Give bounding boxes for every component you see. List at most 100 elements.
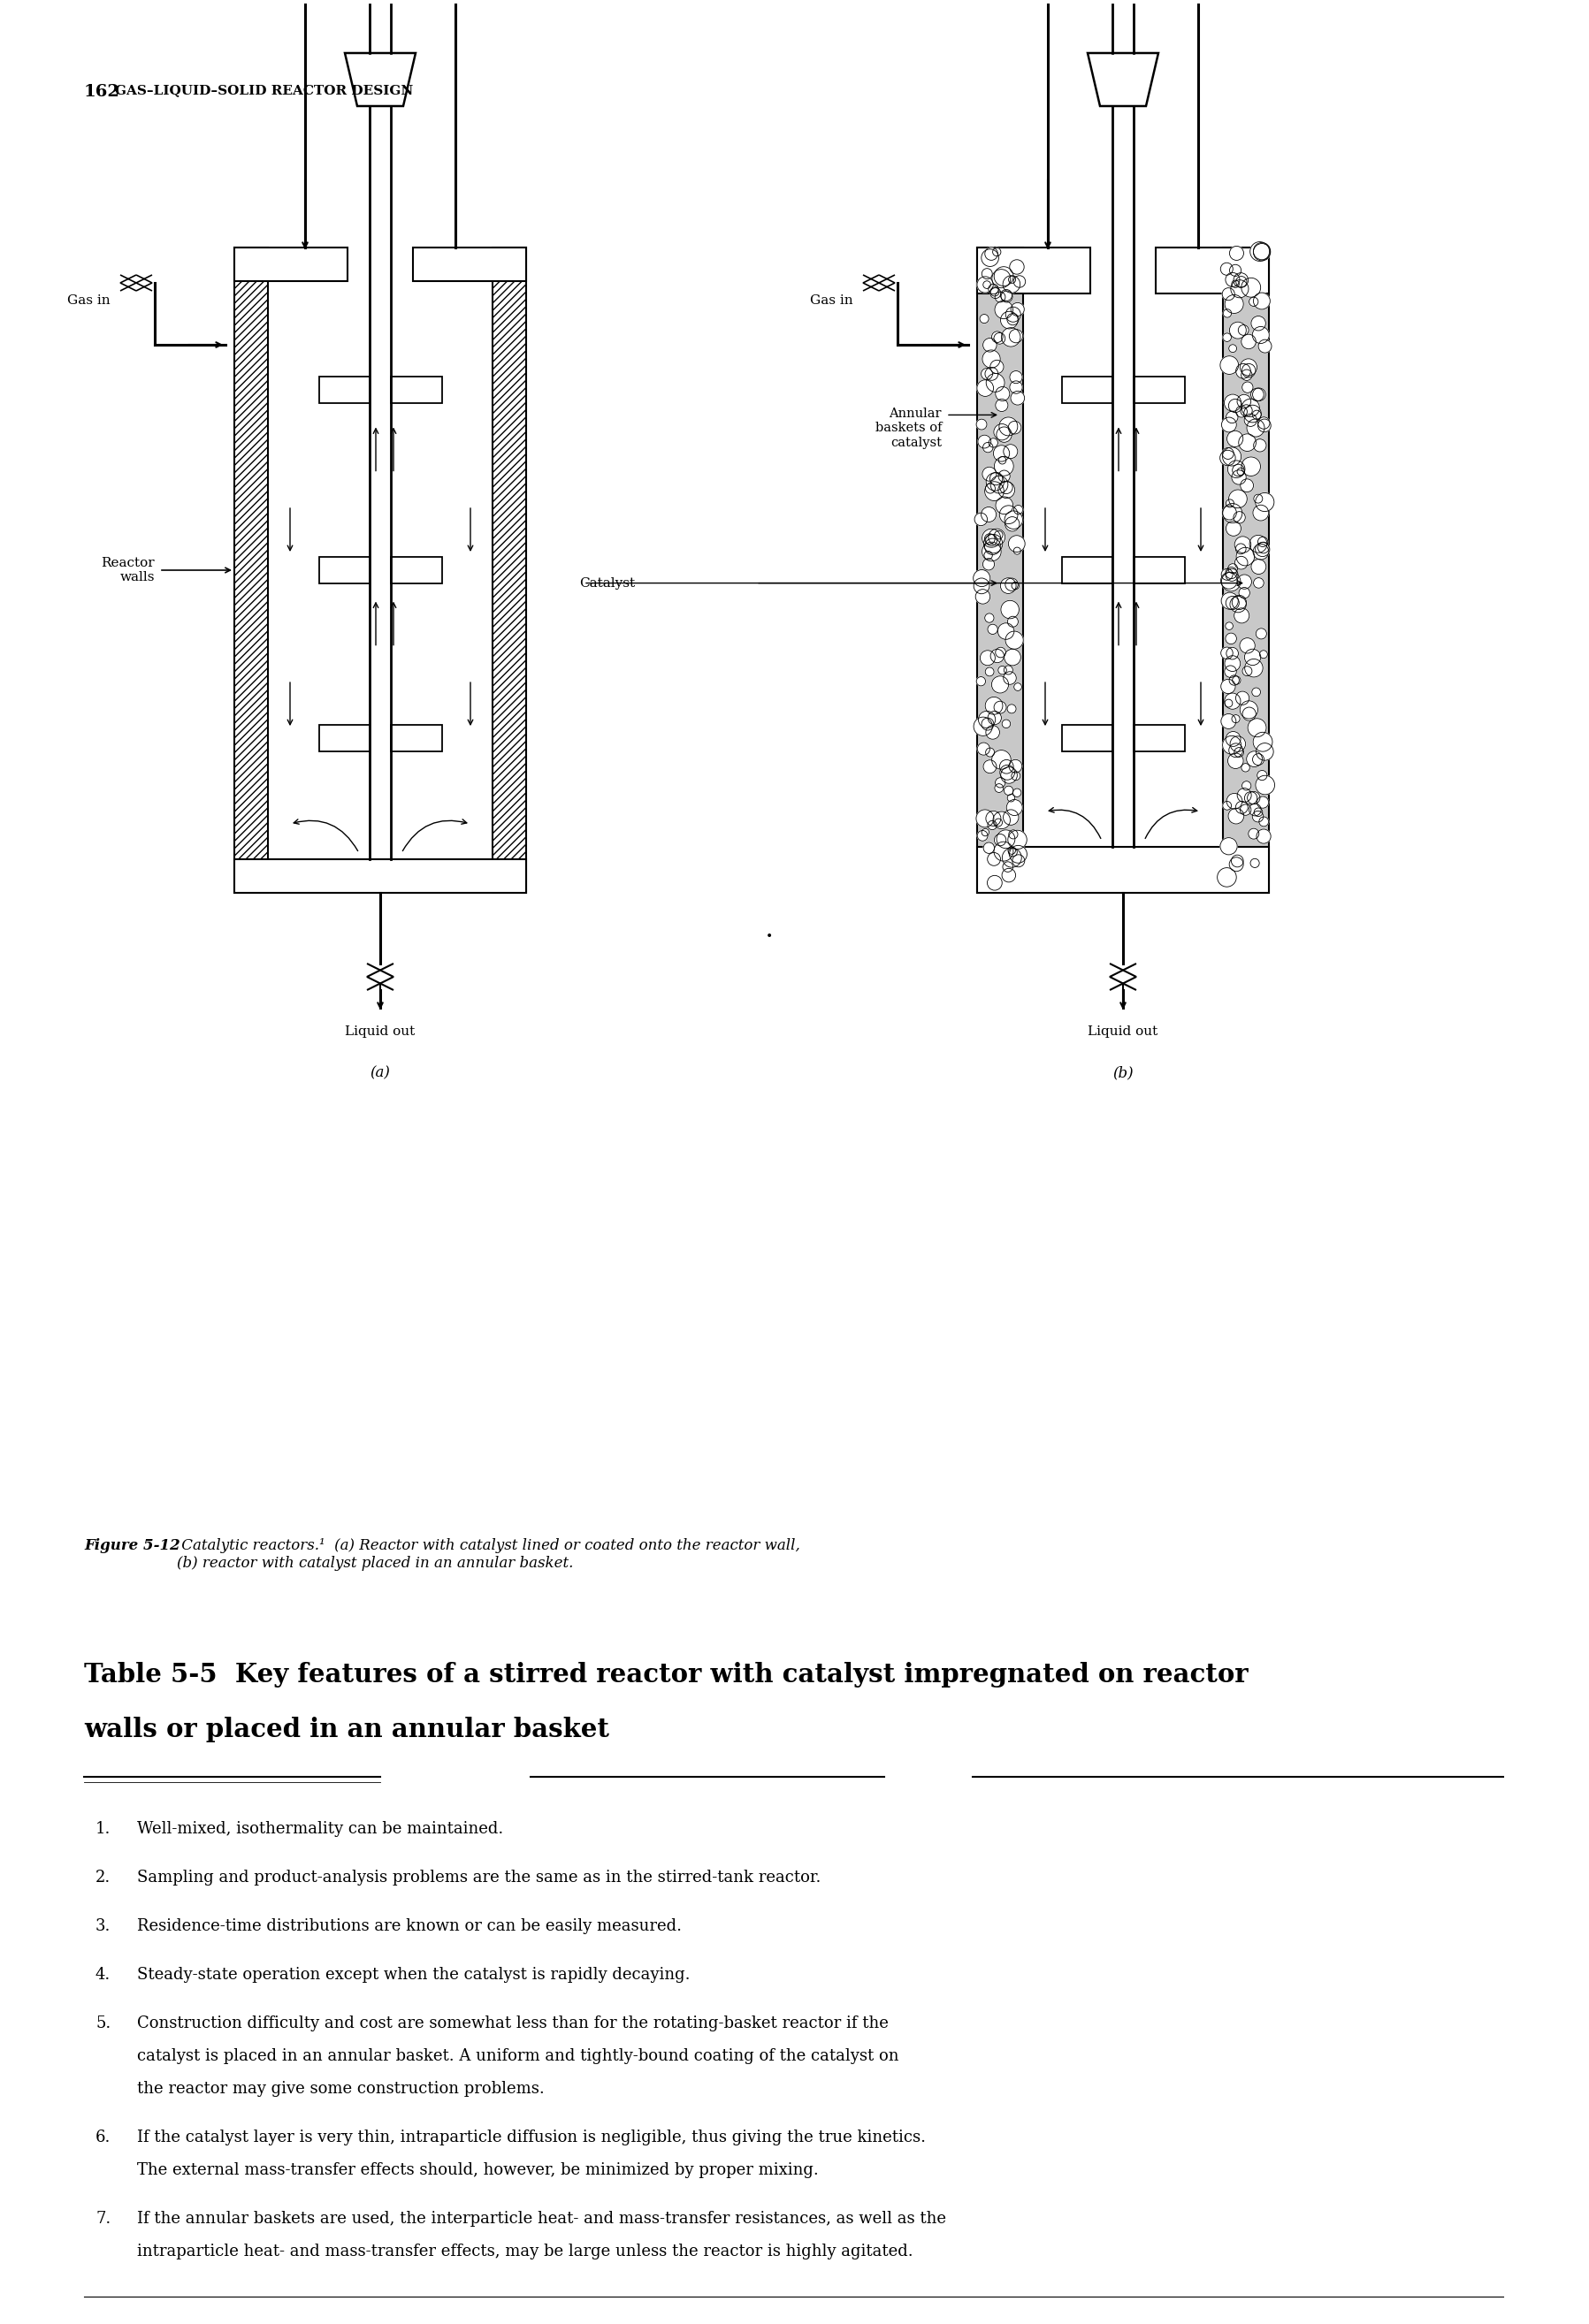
Circle shape bbox=[1012, 855, 1025, 867]
Text: 3.: 3. bbox=[95, 1917, 111, 1934]
Circle shape bbox=[1007, 846, 1015, 855]
Circle shape bbox=[980, 507, 996, 523]
Circle shape bbox=[974, 718, 993, 737]
Circle shape bbox=[1238, 467, 1244, 476]
Text: If the catalyst layer is very thin, intraparticle diffusion is negligible, thus : If the catalyst layer is very thin, intr… bbox=[137, 2129, 926, 2145]
Circle shape bbox=[1230, 737, 1246, 751]
Text: •: • bbox=[766, 932, 772, 944]
Circle shape bbox=[1257, 769, 1266, 781]
Circle shape bbox=[976, 809, 993, 827]
Circle shape bbox=[1251, 388, 1263, 402]
Circle shape bbox=[1252, 504, 1268, 521]
Circle shape bbox=[988, 530, 1006, 546]
Circle shape bbox=[1224, 802, 1231, 811]
Circle shape bbox=[985, 614, 995, 623]
Circle shape bbox=[1001, 290, 1012, 302]
Circle shape bbox=[1220, 713, 1236, 730]
Polygon shape bbox=[1061, 558, 1112, 583]
Circle shape bbox=[1225, 272, 1239, 286]
Circle shape bbox=[996, 497, 1014, 514]
Polygon shape bbox=[1061, 376, 1112, 402]
Circle shape bbox=[1224, 309, 1231, 318]
Circle shape bbox=[1238, 325, 1249, 335]
Circle shape bbox=[1222, 449, 1233, 460]
Circle shape bbox=[1228, 344, 1236, 353]
Polygon shape bbox=[1224, 249, 1270, 892]
Circle shape bbox=[1009, 535, 1025, 553]
Circle shape bbox=[1227, 430, 1243, 446]
Circle shape bbox=[1220, 356, 1238, 374]
Circle shape bbox=[1231, 281, 1239, 288]
Circle shape bbox=[1228, 400, 1243, 414]
Circle shape bbox=[979, 711, 995, 727]
Circle shape bbox=[1003, 869, 1015, 883]
Circle shape bbox=[1252, 811, 1263, 823]
Polygon shape bbox=[391, 725, 442, 751]
Circle shape bbox=[1239, 358, 1257, 376]
Polygon shape bbox=[413, 249, 526, 281]
Circle shape bbox=[1225, 569, 1238, 581]
Circle shape bbox=[1251, 858, 1260, 867]
Circle shape bbox=[982, 270, 992, 279]
Circle shape bbox=[1254, 579, 1263, 588]
Circle shape bbox=[1228, 490, 1247, 509]
Text: Figure 5-12: Figure 5-12 bbox=[84, 1538, 180, 1552]
Circle shape bbox=[984, 281, 990, 288]
Circle shape bbox=[988, 820, 996, 830]
Circle shape bbox=[1236, 363, 1251, 379]
Text: 162: 162 bbox=[84, 84, 121, 100]
Circle shape bbox=[1257, 744, 1273, 760]
Circle shape bbox=[992, 332, 1003, 342]
Circle shape bbox=[998, 456, 1006, 465]
Circle shape bbox=[987, 472, 1004, 490]
Circle shape bbox=[1255, 493, 1274, 511]
Circle shape bbox=[976, 676, 985, 686]
Circle shape bbox=[1012, 788, 1022, 797]
Text: Catalyst: Catalyst bbox=[578, 576, 636, 590]
Circle shape bbox=[992, 676, 1009, 693]
Circle shape bbox=[995, 530, 1003, 539]
Circle shape bbox=[993, 332, 1006, 344]
Circle shape bbox=[995, 648, 1006, 658]
Circle shape bbox=[1258, 816, 1268, 827]
Circle shape bbox=[1252, 328, 1270, 344]
Circle shape bbox=[985, 483, 995, 493]
Circle shape bbox=[1014, 504, 1023, 514]
Circle shape bbox=[984, 442, 993, 453]
Circle shape bbox=[1220, 646, 1233, 660]
Circle shape bbox=[984, 339, 996, 351]
Circle shape bbox=[1236, 690, 1249, 704]
Circle shape bbox=[1011, 390, 1025, 404]
Circle shape bbox=[1001, 579, 1015, 593]
Polygon shape bbox=[1087, 53, 1158, 107]
Circle shape bbox=[1222, 572, 1241, 590]
Circle shape bbox=[1233, 511, 1246, 523]
Circle shape bbox=[985, 246, 998, 260]
Circle shape bbox=[976, 418, 987, 430]
Circle shape bbox=[1230, 858, 1244, 872]
Circle shape bbox=[977, 379, 993, 397]
Polygon shape bbox=[234, 249, 348, 281]
Circle shape bbox=[990, 476, 1007, 493]
Circle shape bbox=[1228, 744, 1243, 758]
Circle shape bbox=[1243, 667, 1252, 676]
Circle shape bbox=[1241, 279, 1260, 297]
Circle shape bbox=[1238, 574, 1252, 588]
Text: 5.: 5. bbox=[95, 2015, 111, 2031]
Circle shape bbox=[985, 535, 996, 546]
Circle shape bbox=[1009, 330, 1023, 344]
Circle shape bbox=[1254, 809, 1263, 816]
Circle shape bbox=[985, 811, 1001, 825]
Circle shape bbox=[1255, 541, 1270, 555]
Text: Reactor
walls: Reactor walls bbox=[102, 558, 154, 583]
Circle shape bbox=[1006, 307, 1020, 323]
Text: Annular
baskets of
catalyst: Annular baskets of catalyst bbox=[876, 407, 942, 449]
Text: walls or placed in an annular basket: walls or placed in an annular basket bbox=[84, 1717, 609, 1743]
Circle shape bbox=[1009, 848, 1017, 858]
Circle shape bbox=[1004, 516, 1020, 532]
Circle shape bbox=[1222, 504, 1243, 523]
Circle shape bbox=[1241, 479, 1254, 493]
Circle shape bbox=[1241, 363, 1255, 376]
Circle shape bbox=[987, 853, 1001, 865]
Circle shape bbox=[1001, 767, 1017, 783]
